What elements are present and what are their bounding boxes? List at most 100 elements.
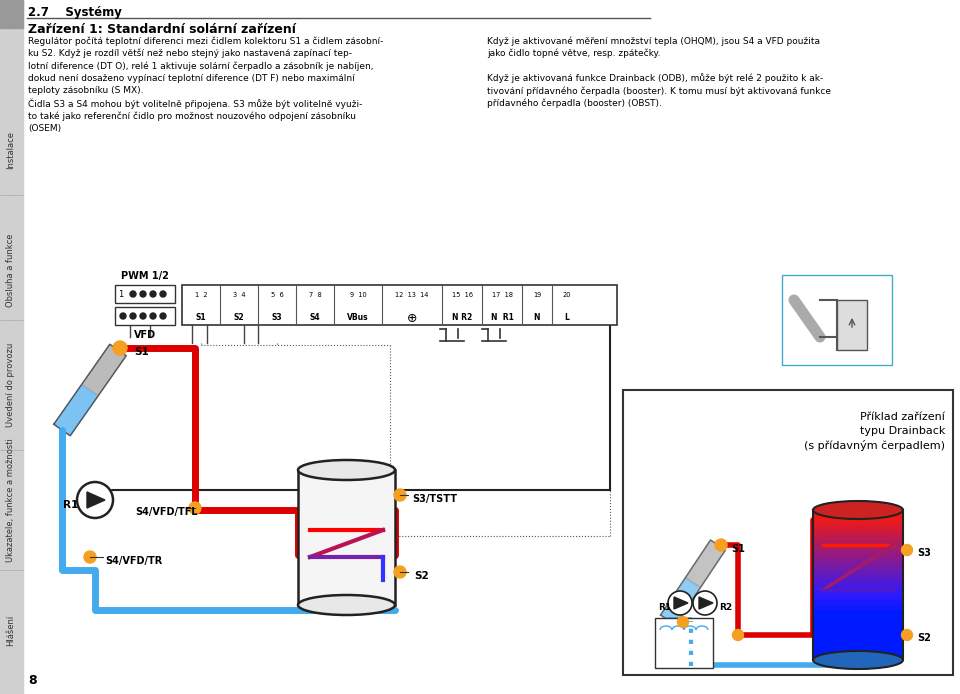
Circle shape — [668, 591, 692, 615]
Text: S2: S2 — [917, 633, 931, 643]
Polygon shape — [674, 597, 688, 609]
Text: 1  2: 1 2 — [195, 292, 207, 298]
Text: 2.7    Systémy: 2.7 Systémy — [28, 6, 122, 19]
Text: S3: S3 — [272, 312, 282, 321]
Text: N: N — [534, 312, 540, 321]
Bar — [813, 635, 903, 640]
Text: ⊕: ⊕ — [407, 312, 418, 325]
Text: Když je aktivovaná funkce Drainback (ODB), může být relé 2 použito k ak-: Když je aktivovaná funkce Drainback (ODB… — [487, 74, 824, 83]
Polygon shape — [660, 577, 701, 625]
Bar — [298, 470, 395, 605]
Text: 3  4: 3 4 — [232, 292, 246, 298]
Polygon shape — [685, 540, 726, 588]
Polygon shape — [699, 597, 713, 609]
Text: N R2: N R2 — [452, 312, 472, 321]
Bar — [813, 655, 903, 660]
Bar — [115, 307, 175, 325]
Bar — [813, 525, 903, 530]
Bar — [813, 600, 903, 605]
Bar — [813, 605, 903, 610]
Ellipse shape — [298, 595, 395, 615]
Circle shape — [901, 545, 913, 555]
Bar — [813, 535, 903, 540]
Circle shape — [394, 566, 406, 578]
Bar — [813, 555, 903, 560]
Bar — [813, 575, 903, 580]
Text: VFD: VFD — [134, 330, 156, 340]
Text: Příklad zařízení: Příklad zařízení — [860, 412, 945, 422]
Text: 12  13  14: 12 13 14 — [396, 292, 429, 298]
Text: S3: S3 — [917, 548, 931, 558]
Bar — [813, 560, 903, 565]
Circle shape — [140, 313, 146, 319]
Text: S2: S2 — [233, 312, 244, 321]
Circle shape — [715, 539, 727, 551]
Text: (s přídavným čerpadlem): (s přídavným čerpadlem) — [804, 440, 945, 451]
Circle shape — [120, 313, 126, 319]
Bar — [813, 540, 903, 545]
Bar — [813, 620, 903, 625]
Text: lotní diference (DT O), relé 1 aktivuje solární čerpadlo a zásobník je nabíjen,: lotní diference (DT O), relé 1 aktivuje … — [28, 61, 373, 71]
Text: 8: 8 — [29, 675, 37, 688]
Text: S2: S2 — [414, 571, 429, 581]
Text: N  R1: N R1 — [491, 312, 514, 321]
Ellipse shape — [813, 501, 903, 519]
Text: S4: S4 — [310, 312, 321, 321]
Text: 5  6: 5 6 — [271, 292, 283, 298]
Circle shape — [901, 629, 913, 641]
Bar — [813, 510, 903, 660]
Circle shape — [693, 591, 717, 615]
Bar — [813, 640, 903, 645]
Bar — [813, 510, 903, 515]
Bar — [813, 595, 903, 600]
Text: L: L — [564, 312, 569, 321]
Bar — [837, 300, 867, 350]
Text: 20: 20 — [563, 292, 571, 298]
Text: dokud není dosaženo vypínací teplotní diference (DT F) nebo maximální: dokud není dosaženo vypínací teplotní di… — [28, 74, 355, 83]
Bar — [655, 618, 713, 668]
Polygon shape — [87, 492, 105, 508]
Bar — [813, 550, 903, 555]
Bar — [813, 610, 903, 615]
Text: 15  16: 15 16 — [451, 292, 472, 298]
Circle shape — [84, 551, 96, 563]
Text: S1: S1 — [134, 347, 149, 357]
Text: Regulátor počítá teplotní diferenci mezi čidlem kolektoru S1 a čidlem zásobní-: Regulátor počítá teplotní diferenci mezi… — [28, 36, 383, 46]
Text: 17  18: 17 18 — [492, 292, 513, 298]
Circle shape — [150, 291, 156, 297]
Bar — [782, 275, 892, 365]
Text: R1: R1 — [63, 500, 79, 510]
Bar — [0, 0, 23, 28]
Bar — [182, 285, 617, 325]
Text: Zařízení 1: Standardní solární zařízení: Zařízení 1: Standardní solární zařízení — [28, 23, 296, 36]
Text: Uvedení do provozu: Uvedení do provozu — [7, 343, 15, 427]
Bar — [813, 520, 903, 525]
Bar — [115, 285, 175, 303]
Circle shape — [732, 629, 743, 641]
Text: R2: R2 — [719, 604, 732, 613]
Circle shape — [140, 291, 146, 297]
Text: 7  8: 7 8 — [308, 292, 322, 298]
Text: 19: 19 — [533, 292, 541, 298]
Text: (OSEM): (OSEM) — [28, 124, 61, 133]
Text: S4/VFD/TR: S4/VFD/TR — [105, 556, 162, 566]
Bar — [813, 530, 903, 535]
Circle shape — [678, 616, 688, 627]
Bar — [813, 545, 903, 550]
Circle shape — [130, 313, 136, 319]
Text: S1: S1 — [196, 312, 206, 321]
Circle shape — [160, 313, 166, 319]
Text: ku S2. Když je rozdíl větší než nebo stejný jako nastavená zapínací tep-: ku S2. Když je rozdíl větší než nebo ste… — [28, 49, 352, 58]
Polygon shape — [54, 384, 98, 436]
Circle shape — [77, 482, 113, 518]
Circle shape — [394, 489, 406, 501]
Text: Hlášení: Hlášení — [7, 614, 15, 645]
Bar — [813, 615, 903, 620]
Text: PWM 1/2: PWM 1/2 — [121, 271, 169, 281]
Text: S4/VFD/TFL: S4/VFD/TFL — [135, 507, 198, 517]
Bar — [813, 590, 903, 595]
Circle shape — [113, 341, 127, 355]
Text: to také jako referenční čidlo pro možnost nouzového odpojení zásobníku: to také jako referenční čidlo pro možnos… — [28, 111, 356, 121]
Text: tivování přídavného čerpadla (booster). K tomu musí být aktivovaná funkce: tivování přídavného čerpadla (booster). … — [487, 86, 831, 96]
Text: R1: R1 — [658, 604, 671, 613]
